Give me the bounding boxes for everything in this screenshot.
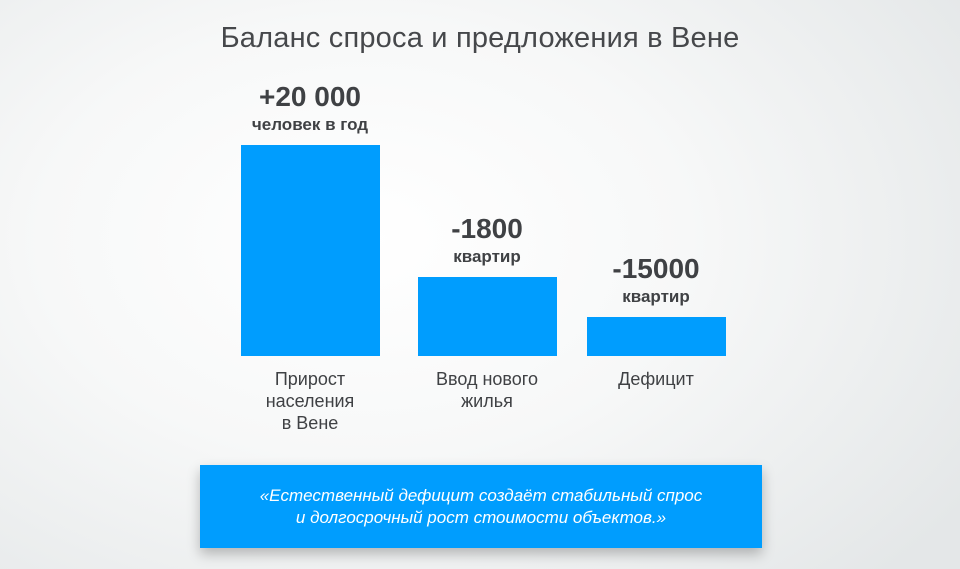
bar-3 <box>586 317 726 356</box>
bar-1 <box>240 145 380 356</box>
category-label: Ввод нового жилья <box>436 369 538 411</box>
bar-value-label: -15000 <box>612 253 700 284</box>
category-label: Прирост населения в Вене <box>265 369 355 433</box>
bar-unit-label: человек в год <box>251 115 369 134</box>
bar-value-label: -1800 <box>451 213 523 244</box>
category-label: Дефицит <box>618 369 694 389</box>
chart-title: Баланс спроса и предложения в Вене <box>220 22 740 54</box>
bar-unit-label: квартир <box>622 287 690 306</box>
bar-chart: человек в год +20 000 Прирост населения в … <box>240 81 726 433</box>
bar-unit-label: квартир <box>453 247 521 266</box>
quote-box: «Естественный дефицит создаёт стабильный… <box>200 465 762 548</box>
bar-2 <box>417 277 557 356</box>
bar-value-label: +20 000 <box>259 81 361 112</box>
quote-text: «Естественный дефицит создаёт стабильный… <box>259 485 703 527</box>
